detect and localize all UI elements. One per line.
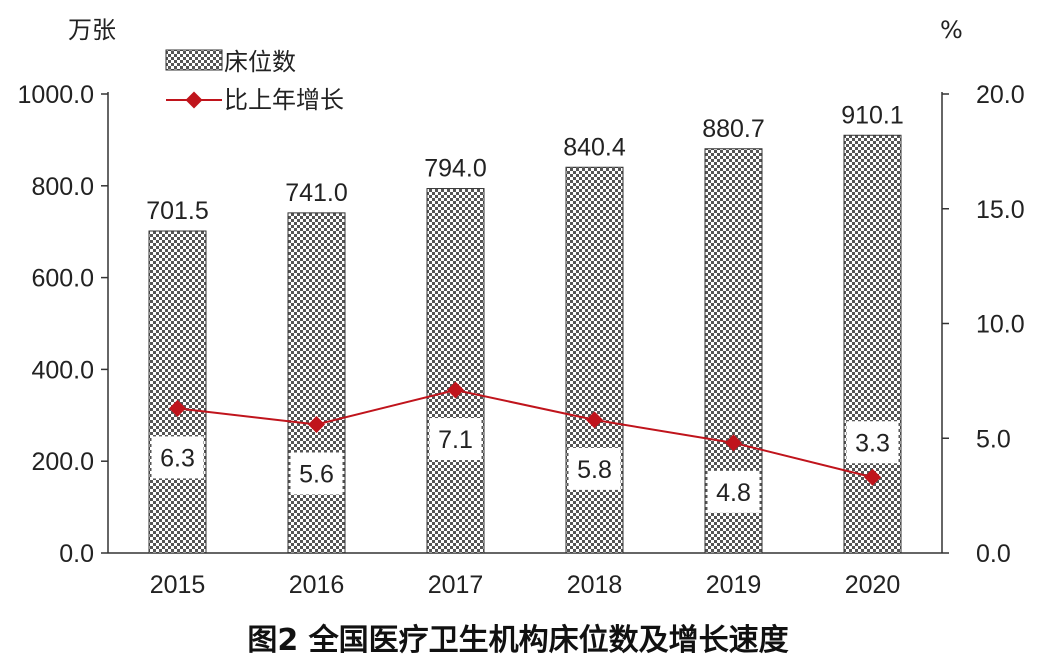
line-value-label: 7.1 — [438, 426, 473, 454]
growth-line — [177, 389, 873, 479]
line-value-label: 4.8 — [716, 479, 751, 507]
x-category-label: 2015 — [150, 571, 206, 599]
right-tick-label: 10.0 — [976, 311, 1025, 339]
chart-title: 图2 全国医疗卫生机构床位数及增长速度 — [247, 623, 788, 658]
right-tick-label: 15.0 — [976, 196, 1025, 224]
legend-swatch-marker — [185, 91, 203, 109]
bar — [148, 230, 207, 554]
left-tick-label: 400.0 — [31, 356, 94, 384]
line-marker — [447, 381, 464, 399]
line-value-labels: 6.3 5.6 7.1 5.8 4.8 3.3 — [151, 418, 899, 513]
x-category-label: 2017 — [428, 571, 484, 599]
left-tick-label: 0.0 — [59, 540, 94, 568]
line-value-label: 5.8 — [577, 456, 612, 484]
left-tick-label: 1000.0 — [18, 81, 94, 109]
bar — [565, 166, 624, 554]
bar-value-label: 910.1 — [841, 101, 904, 129]
left-axis-unit: 万张 — [68, 16, 116, 44]
bar-value-label: 880.7 — [702, 115, 765, 143]
legend-label-line: 比上年增长 — [224, 86, 344, 114]
line-marker — [169, 399, 186, 417]
bar-value-labels: 701.5 741.0 794.0 840.4 880.7 910.1 — [146, 101, 904, 225]
x-category-label: 2018 — [567, 571, 623, 599]
legend-label-bars: 床位数 — [224, 48, 296, 76]
left-tick-label: 600.0 — [31, 265, 94, 293]
left-y-ticks: 0.0 200.0 400.0 600.0 800.0 1000.0 — [18, 81, 108, 568]
line-value-box — [290, 452, 343, 495]
line-marker — [725, 434, 742, 452]
bar-value-label: 840.4 — [563, 133, 626, 161]
line-value-box — [151, 436, 204, 479]
right-tick-label: 5.0 — [976, 425, 1011, 453]
right-y-ticks: 0.0 5.0 10.0 15.0 20.0 — [942, 81, 1025, 568]
left-tick-label: 200.0 — [31, 448, 94, 476]
bar — [843, 134, 902, 554]
legend: 床位数 比上年增长 — [165, 48, 344, 114]
bar — [287, 212, 346, 554]
line-value-label: 5.6 — [299, 460, 334, 488]
x-category-label: 2016 — [289, 571, 345, 599]
right-tick-label: 0.0 — [976, 540, 1011, 568]
left-tick-label: 800.0 — [31, 173, 94, 201]
line-value-label: 6.3 — [160, 444, 195, 472]
bar — [426, 188, 485, 554]
x-category-label: 2020 — [845, 571, 901, 599]
right-axis-unit: % — [940, 16, 963, 44]
line-value-box — [707, 470, 760, 513]
bar-series — [148, 134, 902, 554]
line-value-label: 3.3 — [855, 429, 890, 457]
line-marker — [586, 411, 603, 429]
bar-value-label: 741.0 — [285, 179, 348, 207]
right-tick-label: 20.0 — [976, 81, 1025, 109]
line-marker — [864, 468, 881, 486]
line-value-box — [429, 418, 482, 461]
bar-value-label: 794.0 — [424, 155, 487, 183]
x-category-labels: 2015 2016 2017 2018 2019 2020 — [150, 571, 901, 599]
x-category-label: 2019 — [706, 571, 762, 599]
bar-value-label: 701.5 — [146, 197, 209, 225]
line-series — [169, 381, 881, 486]
line-marker — [308, 415, 325, 433]
line-value-box — [568, 447, 621, 490]
legend-swatch-bars — [165, 49, 223, 71]
line-value-box — [846, 421, 899, 464]
